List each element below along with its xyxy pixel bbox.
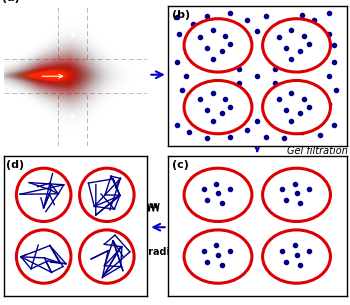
Circle shape xyxy=(184,230,252,283)
Text: 20 μm: 20 μm xyxy=(105,124,123,130)
Circle shape xyxy=(79,168,134,221)
Text: (b): (b) xyxy=(172,10,190,20)
Circle shape xyxy=(262,168,330,221)
Text: UV Irradiation: UV Irradiation xyxy=(121,247,198,257)
Text: (a): (a) xyxy=(2,0,20,3)
Circle shape xyxy=(184,168,252,221)
Circle shape xyxy=(16,168,71,221)
Circle shape xyxy=(262,19,330,72)
Circle shape xyxy=(262,81,330,134)
Circle shape xyxy=(184,81,252,134)
Text: (d): (d) xyxy=(6,160,25,170)
Circle shape xyxy=(79,230,134,283)
Circle shape xyxy=(184,19,252,72)
Circle shape xyxy=(16,230,71,283)
Text: Gel filtration: Gel filtration xyxy=(287,146,348,156)
Circle shape xyxy=(262,230,330,283)
Text: (c): (c) xyxy=(172,160,188,170)
Text: Hydrogel Precursor: Hydrogel Precursor xyxy=(30,163,114,172)
